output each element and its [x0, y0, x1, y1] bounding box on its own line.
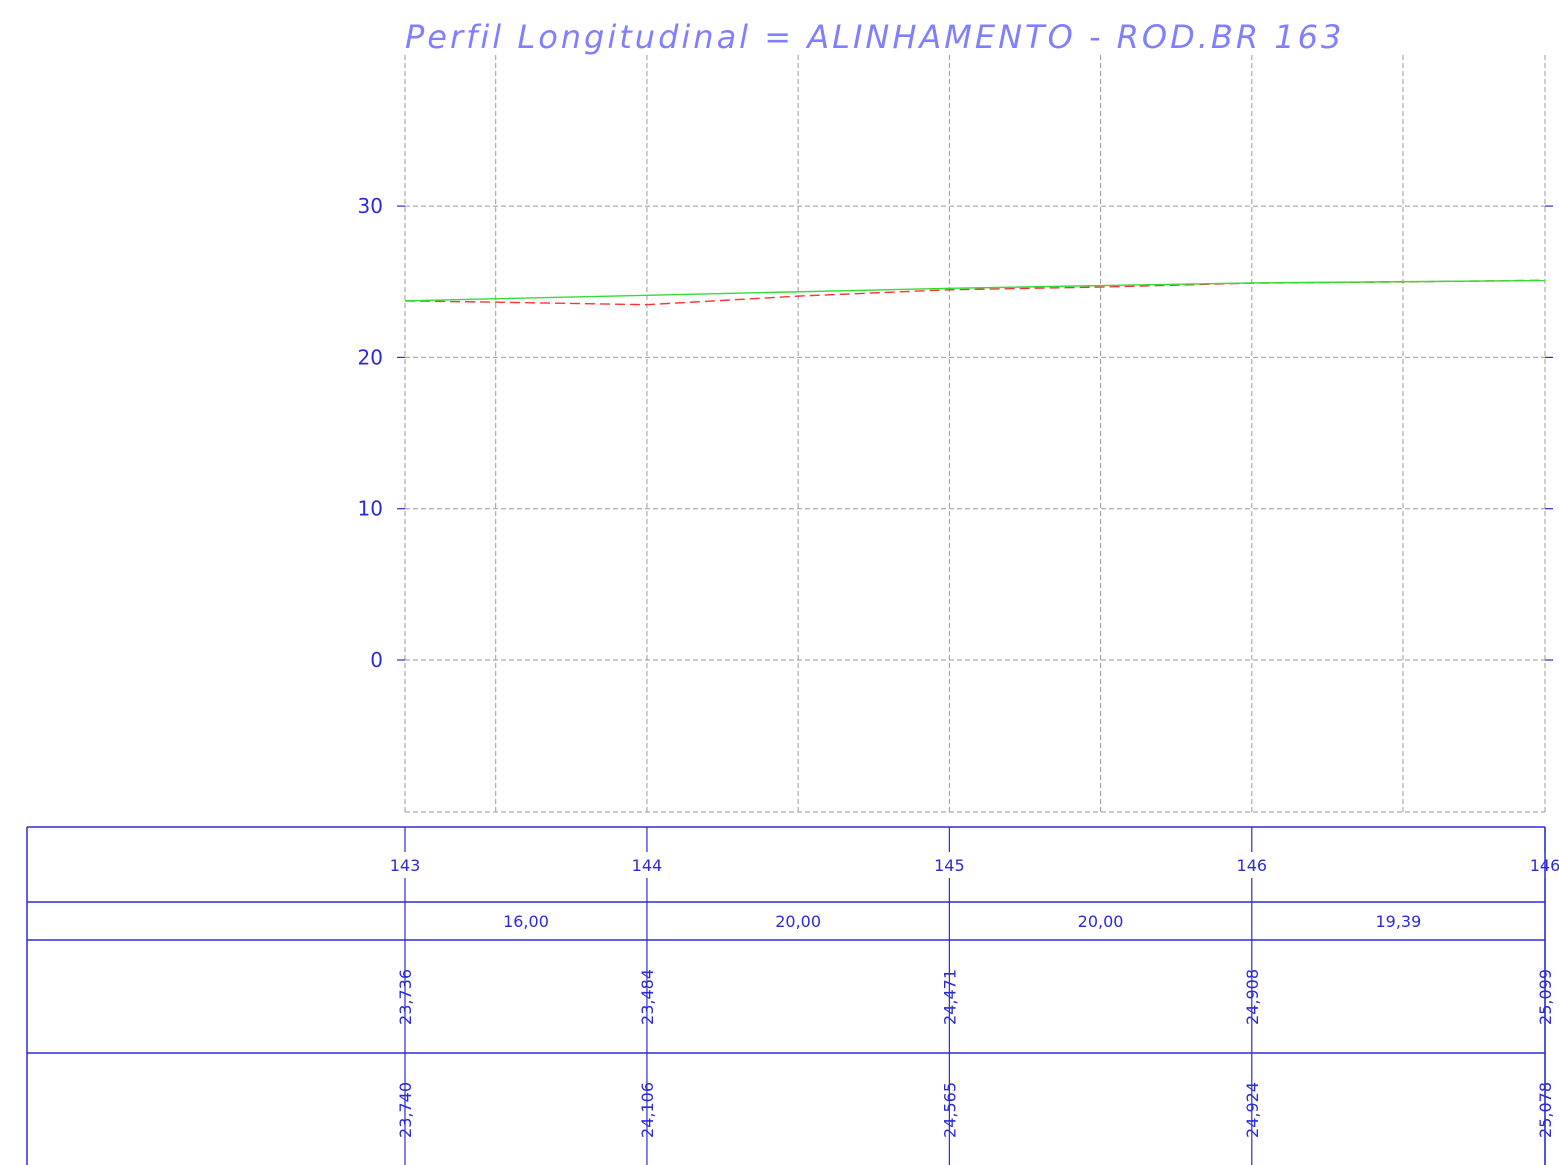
y-axis-ticks: 0 10 20 30	[358, 194, 1553, 672]
cota-projeto-value: 25,078	[1536, 1082, 1555, 1138]
series-lines	[404, 279, 1546, 306]
table-row-label: Cotas do Terreno	[97, 981, 333, 1014]
y-tick-label: 30	[358, 194, 383, 218]
cota-projeto-value: 24,924	[1243, 1082, 1262, 1138]
station-label: 143	[390, 856, 421, 875]
cota-projeto-value: 24,106	[638, 1082, 657, 1138]
station-label: 146	[1237, 856, 1268, 875]
distance-value: 19,39	[1375, 912, 1421, 931]
cota-terreno-value: 24,908	[1243, 969, 1262, 1025]
station-label: 145	[934, 856, 965, 875]
cota-terreno-value: 23,736	[396, 969, 415, 1025]
distance-value: 16,00	[503, 912, 549, 931]
grid-lines	[404, 55, 1546, 813]
cota-terreno-value: 24,471	[940, 969, 959, 1025]
series-line-terreno	[404, 279, 1546, 306]
station-label: 144	[632, 856, 663, 875]
table-row-label: Distâncias	[143, 905, 288, 938]
distance-value: 20,00	[1078, 912, 1124, 931]
y-tick-label: 0	[370, 648, 383, 672]
cota-terreno-value: 25,099	[1536, 969, 1555, 1025]
table-row-label: Estacas	[161, 848, 269, 881]
profile-table: Estacas Distâncias Cotas do Terreno Cotas d…	[26, 826, 1559, 1165]
table-row-label: Cotas do Projeto	[100, 1092, 330, 1125]
cota-projeto-value: 24,565	[940, 1082, 959, 1138]
chart-title: Perfil Longitudinal = ALINHAMENTO - ROD.…	[405, 18, 1344, 56]
y-tick-label: 20	[358, 345, 383, 369]
cota-projeto-value: 23,740	[396, 1082, 415, 1138]
station-label: 146	[1530, 856, 1559, 875]
distance-value: 20,00	[775, 912, 821, 931]
y-tick-label: 10	[358, 497, 383, 521]
series-line-projeto	[404, 279, 1546, 302]
cota-terreno-value: 23,484	[638, 969, 657, 1025]
